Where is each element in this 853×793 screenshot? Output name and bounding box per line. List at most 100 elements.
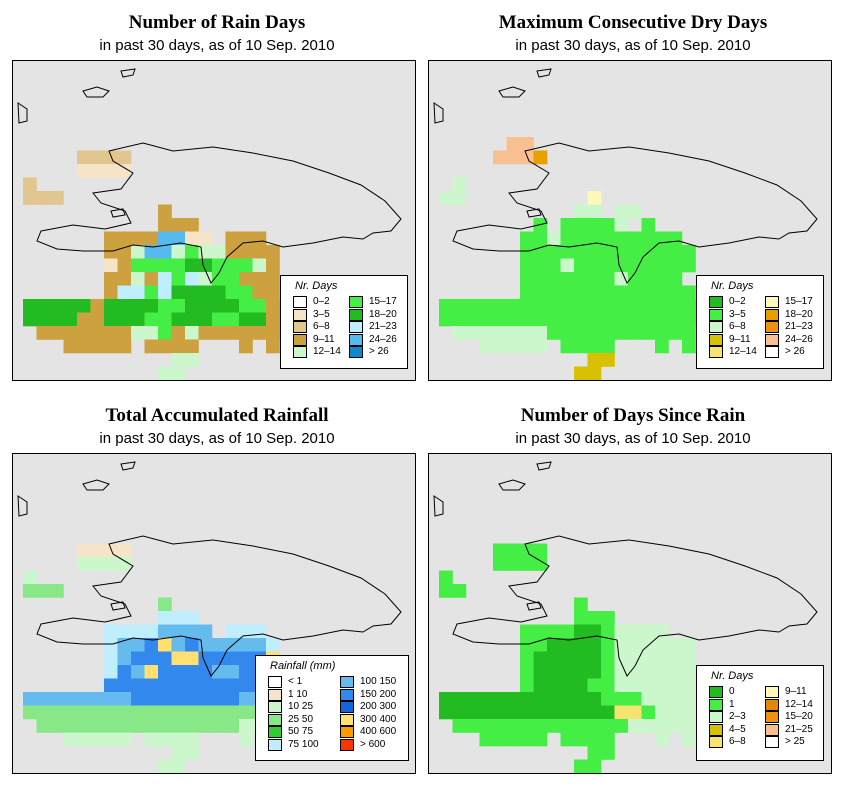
panel-subtitle: in past 30 days, as of 10 Sep. 2010 (99, 430, 335, 447)
grid-cell (225, 312, 240, 327)
grid-cell (668, 312, 683, 327)
legend-swatch (340, 676, 354, 688)
grid-cell (533, 719, 548, 733)
grid-cell (185, 624, 199, 639)
grid-cell (158, 678, 172, 693)
grid-cell (104, 705, 118, 720)
grid-cell (574, 272, 588, 286)
grid-cell (171, 759, 186, 773)
grid-cell (252, 231, 267, 246)
legend-swatch (765, 333, 779, 346)
grid-cell (506, 326, 521, 340)
grid-cell (158, 245, 172, 259)
grid-cell (452, 326, 467, 340)
grid-cell (212, 272, 226, 286)
grid-cell (533, 543, 548, 558)
legend-swatch (765, 686, 779, 698)
grid-cell (479, 719, 494, 733)
grid-cell (50, 584, 64, 598)
grid-cell (547, 692, 561, 706)
panel-subtitle: in past 30 days, as of 10 Sep. 2010 (99, 37, 335, 54)
grid-cell (131, 231, 145, 246)
grid-cell (655, 705, 669, 720)
legend-label: 9–11 (729, 333, 751, 345)
grid-cell (131, 272, 145, 286)
grid-cell (628, 665, 642, 679)
panel-title: Total Accumulated Rainfall (105, 405, 329, 426)
grid-cells (439, 137, 710, 380)
grid-cell (252, 624, 267, 639)
legend-swatch (340, 726, 354, 738)
grid-cell (641, 692, 656, 706)
grid-cell (641, 231, 656, 246)
grid-cell (601, 353, 615, 367)
grid-cell (614, 678, 629, 693)
grid-cell (158, 651, 172, 666)
grid-cell (547, 299, 561, 313)
grid-cell (36, 191, 51, 205)
grid-cell (225, 231, 240, 246)
grid-cell (655, 732, 669, 747)
grid-cell (560, 258, 575, 273)
legend-label: 15–17 (785, 296, 813, 307)
grid-cell (185, 258, 199, 273)
grid-cell (452, 191, 467, 205)
legend-swatch (293, 296, 307, 308)
grid-cell (655, 624, 669, 639)
grid-cell (239, 272, 253, 286)
grid-cell (682, 665, 696, 679)
grid-cell (479, 326, 494, 340)
grid-cell (158, 611, 172, 625)
grid-cell (252, 299, 267, 313)
grid-cell (668, 719, 683, 733)
grid-cell (574, 678, 588, 693)
grid-cell (601, 638, 615, 652)
grid-cell (36, 312, 51, 327)
grid-cell (144, 231, 159, 246)
grid-cell (158, 624, 172, 639)
grid-cell (628, 692, 642, 706)
grid-cell (560, 231, 575, 246)
grid-cell (144, 624, 159, 639)
legend-dry-days: Nr. Days 0–2 3–5 6–8 9–11 12–14 15–17 18–20 21–… (696, 275, 824, 369)
grid-cell (171, 299, 186, 313)
grid-cell (493, 719, 507, 733)
legend-label: 75 100 (288, 738, 319, 750)
grid-cell (574, 705, 588, 720)
grid-cell (158, 719, 172, 733)
grid-cell (198, 665, 213, 679)
grid-cell (158, 732, 172, 747)
grid-cell (131, 624, 145, 639)
panel-rain-days: Number of Rain Days in past 30 days, as … (12, 0, 422, 382)
grid-cell (614, 258, 629, 273)
legend-title: Nr. Days (711, 280, 754, 292)
grid-cell (252, 285, 267, 300)
grid-cell (158, 272, 172, 286)
grid-cell (252, 258, 267, 273)
legend-label: 12–14 (785, 698, 813, 710)
legend-swatch (268, 726, 282, 738)
grid-cell (131, 326, 145, 340)
grid-cell (668, 692, 683, 706)
grid-cell (144, 272, 159, 286)
grid-cell (533, 258, 548, 273)
grid-cell (63, 705, 78, 720)
grid-cell (452, 692, 467, 706)
grid-cell (601, 611, 615, 625)
grid-cells (23, 543, 294, 773)
grid-cell (641, 678, 656, 693)
grid-cell (225, 705, 240, 720)
grid-cell (587, 258, 602, 273)
grid-cell (198, 272, 213, 286)
grid-cell (466, 692, 480, 706)
grid-cell (50, 705, 64, 720)
grid-cell (158, 759, 172, 773)
coastline (36, 535, 402, 677)
grid-cell (104, 299, 118, 313)
grid-cell (131, 258, 145, 273)
grid-cell (614, 285, 629, 300)
grid-cell (117, 326, 132, 340)
grid-cell (506, 150, 521, 165)
grid-cell (212, 312, 226, 327)
grid-cell (23, 177, 37, 192)
